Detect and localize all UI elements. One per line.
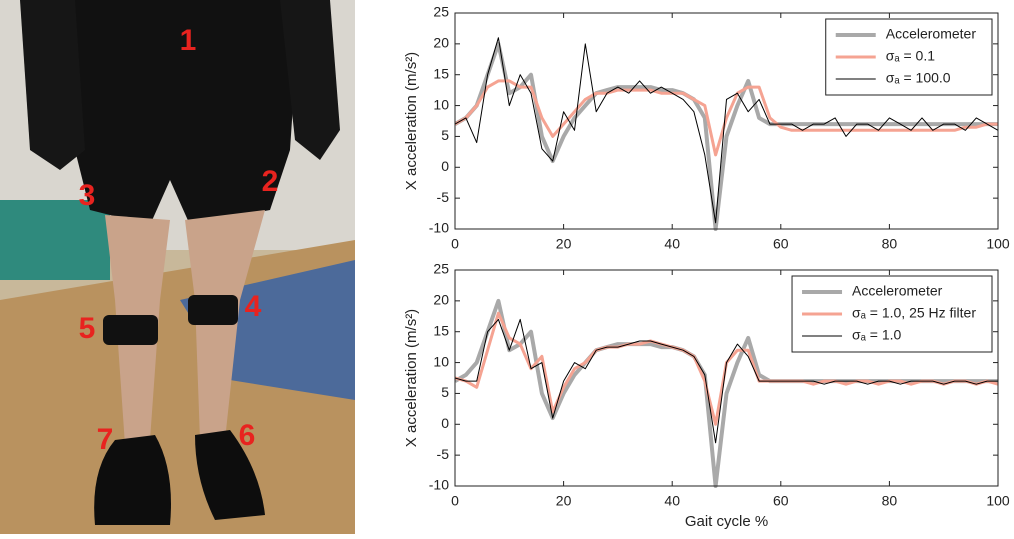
net xyxy=(0,200,110,280)
arm-left xyxy=(20,0,85,170)
page: 1 2 3 4 5 6 7 -10-5051015202502040608010… xyxy=(0,0,1014,539)
legend-label: Accelerometer xyxy=(886,26,977,42)
knee-strap-right xyxy=(188,295,238,325)
y-tick-label: -5 xyxy=(437,446,450,462)
legend-label: σₐ = 1.0 xyxy=(852,327,901,343)
y-tick-label: -5 xyxy=(437,189,450,205)
x-tick-label: 20 xyxy=(556,236,572,252)
sensor-label: 4 xyxy=(245,290,262,323)
knee-strap-left xyxy=(103,315,158,345)
y-tick-label: 0 xyxy=(441,158,449,174)
legend-label: Accelerometer xyxy=(852,283,943,299)
sensor-label: 2 xyxy=(262,165,279,198)
legend: Accelerometer σₐ = 1.0, 25 Hz filter σₐ = … xyxy=(792,276,992,352)
x-tick-label: 100 xyxy=(986,493,1010,509)
x-tick-label: 40 xyxy=(664,493,680,509)
figure: 1 2 3 4 5 6 7 -10-5051015202502040608010… xyxy=(0,0,1014,534)
y-tick-label: 20 xyxy=(433,292,449,308)
y-tick-label: 15 xyxy=(433,322,449,338)
legend-label: σₐ = 1.0, 25 Hz filter xyxy=(852,305,976,321)
x-tick-label: 100 xyxy=(986,236,1010,252)
y-tick-label: 25 xyxy=(433,4,449,20)
photo: 1 2 3 4 5 6 7 xyxy=(0,0,355,534)
y-tick-label: 10 xyxy=(433,96,449,112)
legend-label: σₐ = 0.1 xyxy=(886,48,935,64)
y-axis-label: X acceleration (m/s²) xyxy=(403,309,420,447)
sensor-label: 7 xyxy=(97,423,114,456)
x-tick-label: 60 xyxy=(773,493,789,509)
y-tick-label: 20 xyxy=(433,35,449,51)
sensor-label: 3 xyxy=(79,179,96,212)
y-tick-label: 25 xyxy=(433,261,449,277)
y-tick-label: -10 xyxy=(429,220,449,236)
x-tick-label: 80 xyxy=(882,236,898,252)
x-tick-label: 40 xyxy=(664,236,680,252)
y-tick-label: 5 xyxy=(441,384,449,400)
y-tick-label: 10 xyxy=(433,353,449,369)
y-tick-label: 5 xyxy=(441,127,449,143)
sensor-label: 1 xyxy=(180,24,197,57)
y-tick-label: 15 xyxy=(433,65,449,81)
x-tick-label: 80 xyxy=(882,493,898,509)
x-tick-label: 60 xyxy=(773,236,789,252)
sensor-label: 5 xyxy=(79,312,96,345)
x-tick-label: 0 xyxy=(451,236,459,252)
y-tick-label: 0 xyxy=(441,415,449,431)
x-tick-label: 20 xyxy=(556,493,572,509)
y-tick-label: -10 xyxy=(429,477,449,493)
x-tick-label: 0 xyxy=(451,493,459,509)
x-axis-label: Gait cycle % xyxy=(685,513,768,530)
legend: Accelerometer σₐ = 0.1 σₐ = 100.0 xyxy=(826,19,992,95)
legend-label: σₐ = 100.0 xyxy=(886,70,951,86)
y-axis-label: X acceleration (m/s²) xyxy=(403,52,420,190)
sensor-label: 6 xyxy=(239,419,256,452)
